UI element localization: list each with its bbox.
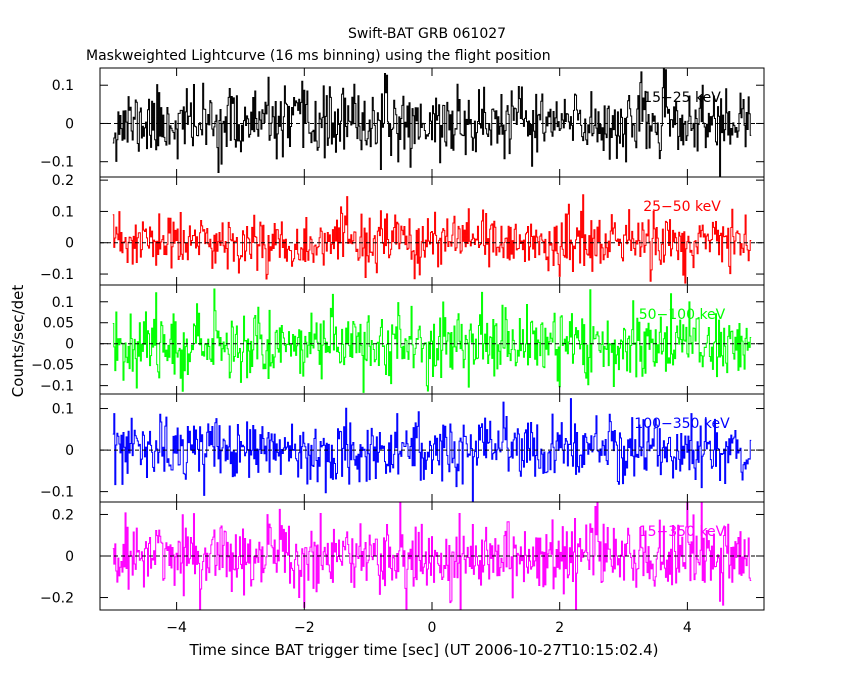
- y-tick-label: 0: [65, 443, 74, 459]
- y-tick-label: 0.1: [52, 295, 74, 311]
- y-tick-label: 0.05: [43, 316, 74, 332]
- panel-50-100-kev: −0.1 −0.05 0 0.05 0.1 50−100 keV: [31, 284, 765, 395]
- x-axis-label: Time since BAT trigger time [sec] (UT 20…: [189, 641, 659, 659]
- y-tick-label: 0: [65, 337, 74, 353]
- lightcurve-series: [112, 398, 752, 502]
- chart-subtitle: Maskweighted Lightcurve (16 ms binning) …: [86, 48, 551, 64]
- y-tick-label: 0.1: [52, 78, 74, 94]
- x-axis-ticks: −4 −2 0 2 4: [166, 620, 692, 636]
- lightcurve-series: [112, 502, 752, 610]
- lightcurve-series: [112, 68, 752, 177]
- x-tick-label: 2: [555, 620, 564, 636]
- y-tick-label: 0: [65, 236, 74, 252]
- panels-group: −0.100.115−25 keV−0.100.10.225−50 keV−0.…: [31, 67, 765, 611]
- lightcurve-series: [112, 288, 752, 393]
- band-label: 25−50 keV: [643, 199, 721, 215]
- y-tick-label: 0: [65, 549, 74, 565]
- y-tick-label: 0.1: [52, 204, 74, 220]
- band-label: 15−25 keV: [643, 90, 721, 106]
- y-tick-label: −0.1: [40, 155, 74, 171]
- y-axis-label: Counts/sec/det: [9, 285, 27, 398]
- y-tick-label: 0.1: [52, 402, 74, 418]
- chart-title: Swift-BAT GRB 061027: [348, 26, 506, 42]
- y-tick-label: 0.2: [52, 507, 74, 523]
- panel-15-25-kev: −0.1 0 0.1 15−25 keV: [40, 67, 765, 178]
- y-tick-label: −0.1: [40, 379, 74, 395]
- x-tick-label: −4: [166, 620, 187, 636]
- band-label: 15−350 keV: [639, 524, 726, 540]
- y-tick-label: −0.1: [40, 485, 74, 501]
- y-tick-label: 0.2: [52, 173, 74, 189]
- y-tick-label: −0.1: [40, 267, 74, 283]
- panel-15-350-kev: −0.2 0 0.2 15−350 keV: [40, 501, 765, 611]
- x-tick-label: 4: [683, 620, 692, 636]
- band-label: 50−100 keV: [639, 307, 726, 323]
- y-tick-label: −0.2: [40, 591, 74, 607]
- panel-25-50-kev: −0.1 0 0.1 0.2 25−50 keV: [40, 173, 765, 286]
- band-label: 100−350 keV: [634, 416, 730, 432]
- x-tick-label: 0: [428, 620, 437, 636]
- y-tick-label: 0: [65, 116, 74, 132]
- y-tick-label: −0.05: [31, 358, 74, 374]
- x-tick-label: −2: [294, 620, 315, 636]
- panel-100-350-kev: −0.1 0 0.1 100−350 keV: [40, 393, 765, 503]
- lightcurve-series: [112, 194, 752, 284]
